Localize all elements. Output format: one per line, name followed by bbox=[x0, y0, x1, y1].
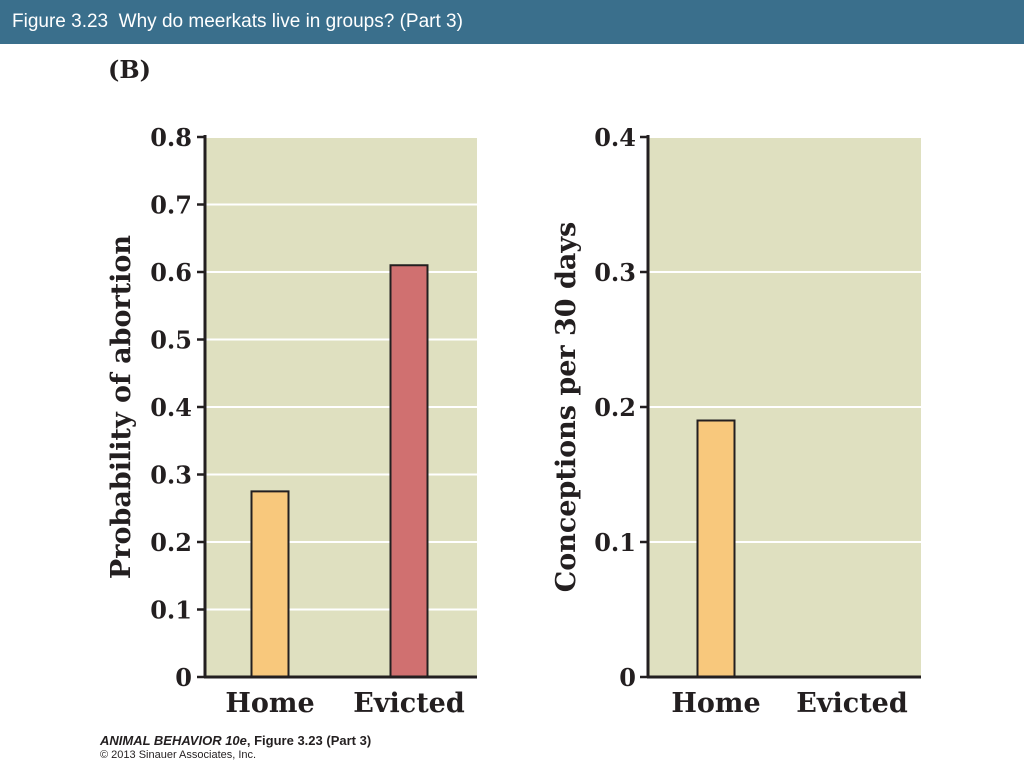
y-tick-label: 0.1 bbox=[150, 596, 192, 625]
x-category-label: Home bbox=[671, 688, 760, 719]
footer-citation: ANIMAL BEHAVIOR 10e, Figure 3.23 (Part 3… bbox=[100, 733, 371, 748]
y-tick-label: 0.1 bbox=[594, 528, 636, 557]
footer-figure-ref: , Figure 3.23 (Part 3) bbox=[246, 733, 372, 748]
y-tick-label: 0 bbox=[619, 663, 636, 692]
footer: ANIMAL BEHAVIOR 10e, Figure 3.23 (Part 3… bbox=[100, 733, 371, 761]
y-tick-label: 0.3 bbox=[150, 461, 192, 490]
x-category-label: Evicted bbox=[353, 688, 465, 719]
x-category-label: Home bbox=[225, 688, 314, 719]
y-tick-label: 0.7 bbox=[150, 191, 192, 220]
y-axis-label: Probability of abortion bbox=[106, 235, 137, 579]
panel-label: (B) bbox=[108, 55, 151, 84]
y-tick-label: 0.2 bbox=[150, 528, 192, 557]
y-tick-label: 0.5 bbox=[150, 326, 192, 355]
y-tick-label: 0.6 bbox=[150, 258, 192, 287]
chart-1: 0 0.1 0.2 0.3 0.4 0.5 0.6 0.7 0.8 Home Evicted Prob… bbox=[106, 123, 477, 719]
y-tick-label: 0.4 bbox=[150, 393, 192, 422]
bar-evicted bbox=[389, 264, 429, 678]
y-tick-label: 0.4 bbox=[594, 123, 636, 152]
y-tick-label: 0.3 bbox=[594, 258, 636, 287]
footer-copyright: © 2013 Sinauer Associates, Inc. bbox=[100, 749, 257, 761]
chart-2: 0 0.1 0.2 0.3 0.4 Home Evicted Conceptions per … bbox=[551, 123, 921, 719]
slide-title: Figure 3.23 Why do meerkats live in grou… bbox=[0, 0, 1024, 44]
x-category-label: Evicted bbox=[796, 688, 908, 719]
y-tick-label: 0.8 bbox=[150, 123, 192, 152]
bar-home bbox=[250, 490, 290, 678]
y-tick-label: 0 bbox=[175, 663, 192, 692]
y-axis-label: Conceptions per 30 days bbox=[551, 222, 582, 593]
bar-home bbox=[696, 419, 736, 678]
footer-book-title: ANIMAL BEHAVIOR 10e bbox=[100, 733, 247, 748]
y-tick-label: 0.2 bbox=[594, 393, 636, 422]
